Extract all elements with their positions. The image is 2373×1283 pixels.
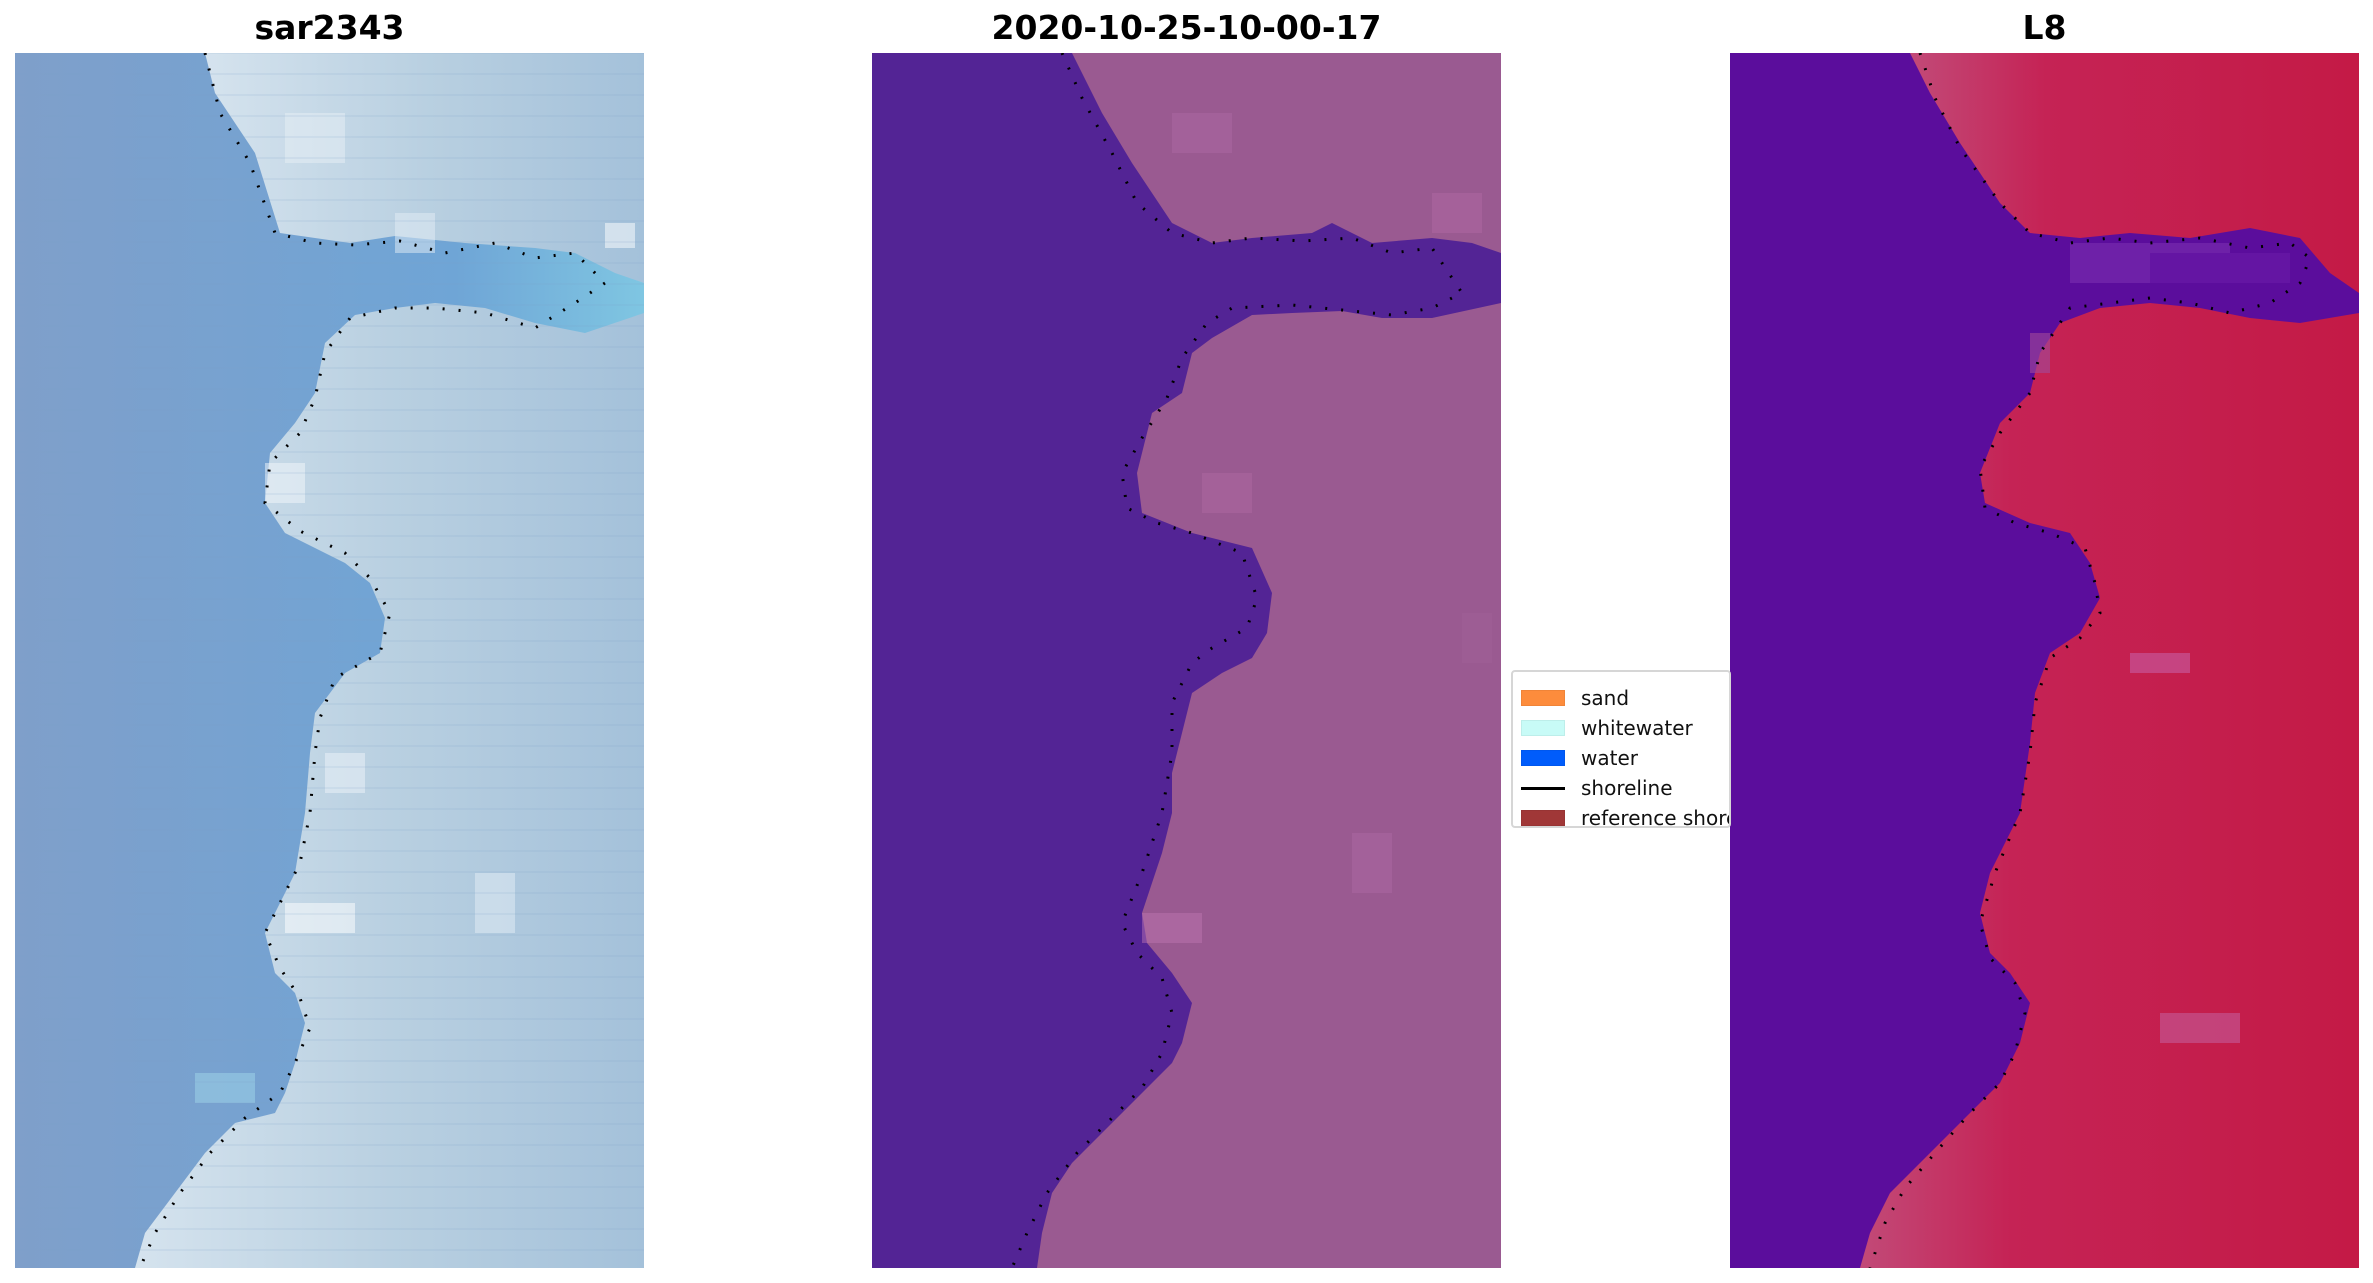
legend-item-reference-shoreline: reference shoreline bbox=[1521, 803, 1729, 828]
class-land-area bbox=[1072, 53, 1501, 253]
l8-panel bbox=[1730, 53, 2359, 1268]
legend-label-reference-shoreline: reference shoreline bbox=[1581, 806, 1729, 828]
l8-land-area bbox=[1910, 53, 2359, 293]
legend-item-sand: sand bbox=[1521, 683, 1629, 713]
legend: sand whitewater water shoreline referenc… bbox=[1511, 670, 1731, 828]
whitewater-swatch bbox=[1521, 720, 1565, 736]
legend-item-whitewater: whitewater bbox=[1521, 713, 1693, 743]
sand-swatch bbox=[1521, 690, 1565, 706]
legend-item-water: water bbox=[1521, 743, 1638, 773]
sar-land-area-south bbox=[135, 303, 644, 1268]
legend-label-sand: sand bbox=[1581, 686, 1630, 710]
panel-title-2: 2020-10-25-10-00-17 bbox=[991, 8, 1382, 47]
l8-shoreline bbox=[1868, 53, 2312, 1268]
legend-label-water: water bbox=[1581, 746, 1638, 770]
classified-image bbox=[872, 53, 1501, 1268]
legend-label-whitewater: whitewater bbox=[1581, 716, 1693, 740]
panel-title-1: sar2343 bbox=[254, 8, 405, 47]
class-land-area-south bbox=[1037, 303, 1501, 1268]
l8-image bbox=[1730, 53, 2359, 1268]
legend-label-shoreline: shoreline bbox=[1581, 776, 1673, 800]
reference-shoreline-swatch bbox=[1521, 810, 1565, 826]
water-swatch bbox=[1521, 750, 1565, 766]
legend-item-shoreline: shoreline bbox=[1521, 773, 1673, 803]
sar-land-area bbox=[205, 53, 644, 283]
sar-rgb-image bbox=[15, 53, 644, 1268]
classified-panel bbox=[872, 53, 1501, 1268]
sar-rgb-panel bbox=[15, 53, 644, 1268]
shoreline-line-icon bbox=[1521, 786, 1565, 790]
sar-shoreline bbox=[138, 53, 608, 1268]
panel-title-3: L8 bbox=[2022, 8, 2067, 47]
